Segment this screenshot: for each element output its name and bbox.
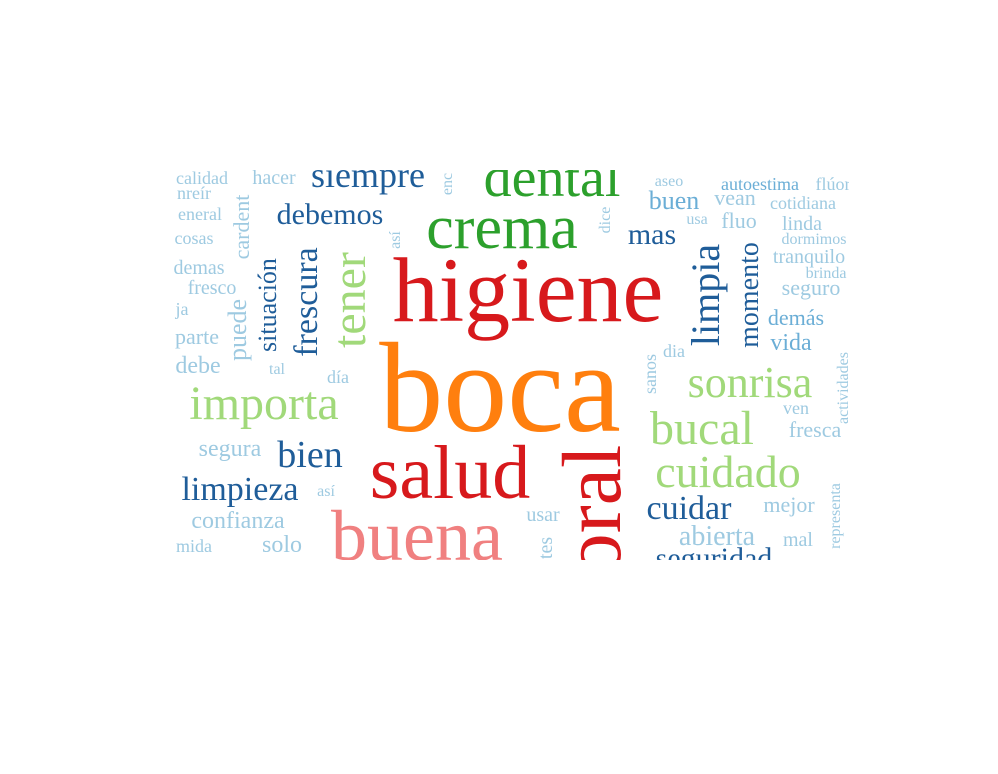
word-buena: buena bbox=[331, 496, 503, 560]
word-asi-v: así bbox=[387, 231, 404, 249]
word-dice: dice bbox=[597, 206, 614, 234]
word-autoestima: autoestima bbox=[721, 174, 799, 194]
word-sonreir: nreír bbox=[177, 183, 211, 203]
word-encia: enc bbox=[439, 172, 456, 196]
word-segura: segura bbox=[198, 436, 262, 462]
word-parte: parte bbox=[175, 324, 219, 349]
word-tranquilo: tranquilo bbox=[772, 246, 846, 268]
word-limpieza: limpieza bbox=[181, 471, 299, 508]
word-ven: ven bbox=[783, 398, 809, 418]
word-mal: mal bbox=[783, 529, 813, 551]
word-brinda: brinda bbox=[805, 265, 847, 282]
word-actividades: actividades bbox=[835, 352, 849, 424]
word-usa: usa bbox=[686, 211, 708, 228]
word-asi-h: así bbox=[317, 483, 335, 500]
word-momento: momento bbox=[734, 242, 765, 348]
word-cardent: cardent bbox=[229, 194, 254, 260]
word-importa: importa bbox=[189, 377, 339, 430]
word-bien: bien bbox=[277, 434, 343, 476]
word-fresca: fresca bbox=[788, 417, 842, 442]
word-solo: solo bbox=[261, 532, 303, 558]
word-demas-accent: demás bbox=[767, 305, 825, 330]
word-fluor: flúor bbox=[815, 174, 850, 194]
word-situacion: situación bbox=[253, 258, 282, 352]
word-debe: debe bbox=[175, 353, 221, 379]
word-calidad: calidad bbox=[176, 170, 228, 188]
word-deja: ja bbox=[175, 299, 189, 319]
word-bucal: bucal bbox=[650, 402, 754, 455]
word-seguro: seguro bbox=[781, 275, 841, 300]
word-abierta: abierta bbox=[678, 521, 756, 552]
word-buen: buen bbox=[648, 186, 700, 215]
word-mas: mas bbox=[627, 218, 677, 251]
word-confianza: confianza bbox=[191, 508, 285, 534]
word-demas: demas bbox=[173, 257, 225, 279]
word-representa: representa bbox=[827, 483, 844, 549]
word-general: eneral bbox=[178, 204, 222, 224]
word-cloud: boca higiene salud oral buena crema dent… bbox=[172, 170, 849, 560]
word-sanos: sanos bbox=[640, 354, 660, 394]
word-vida: vida bbox=[770, 330, 812, 356]
word-debemos: debemos bbox=[276, 198, 384, 231]
word-seguridad: seguridad bbox=[655, 542, 773, 561]
word-cuidado: cuidado bbox=[655, 446, 801, 497]
word-cuidar: cuidar bbox=[646, 490, 732, 527]
word-higiene: higiene bbox=[392, 239, 664, 341]
word-boca: boca bbox=[379, 317, 621, 459]
word-dental: dental bbox=[483, 170, 621, 209]
word-siempre: siempre bbox=[311, 170, 425, 195]
word-cotidiana: cotidiana bbox=[770, 193, 836, 213]
word-dia-plain: dia bbox=[663, 341, 685, 361]
word-salud: salud bbox=[369, 431, 531, 515]
word-sonrisa: sonrisa bbox=[687, 358, 813, 407]
word-puede: puede bbox=[223, 298, 252, 362]
word-dientes: tes bbox=[535, 536, 557, 560]
word-dia-accent: día bbox=[327, 367, 349, 387]
word-comida: mida bbox=[176, 536, 212, 556]
word-limpia: limpia bbox=[683, 243, 728, 347]
word-fresco: fresco bbox=[187, 277, 237, 299]
word-mejor: mejor bbox=[763, 492, 815, 517]
word-vean: vean bbox=[714, 185, 756, 210]
word-linda: linda bbox=[782, 213, 822, 235]
word-frescura: frescura bbox=[288, 247, 325, 357]
word-tener: tener bbox=[323, 252, 376, 348]
word-tal: tal bbox=[269, 361, 285, 378]
word-usar: usar bbox=[526, 504, 560, 526]
word-fluo: fluo bbox=[721, 208, 757, 233]
word-oral: oral bbox=[546, 444, 639, 560]
word-crema: crema bbox=[426, 194, 578, 262]
word-hacer: hacer bbox=[252, 170, 296, 189]
word-cosas: cosas bbox=[174, 228, 214, 248]
word-aseo: aseo bbox=[654, 173, 684, 190]
word-dormimos: dormimos bbox=[781, 231, 847, 248]
